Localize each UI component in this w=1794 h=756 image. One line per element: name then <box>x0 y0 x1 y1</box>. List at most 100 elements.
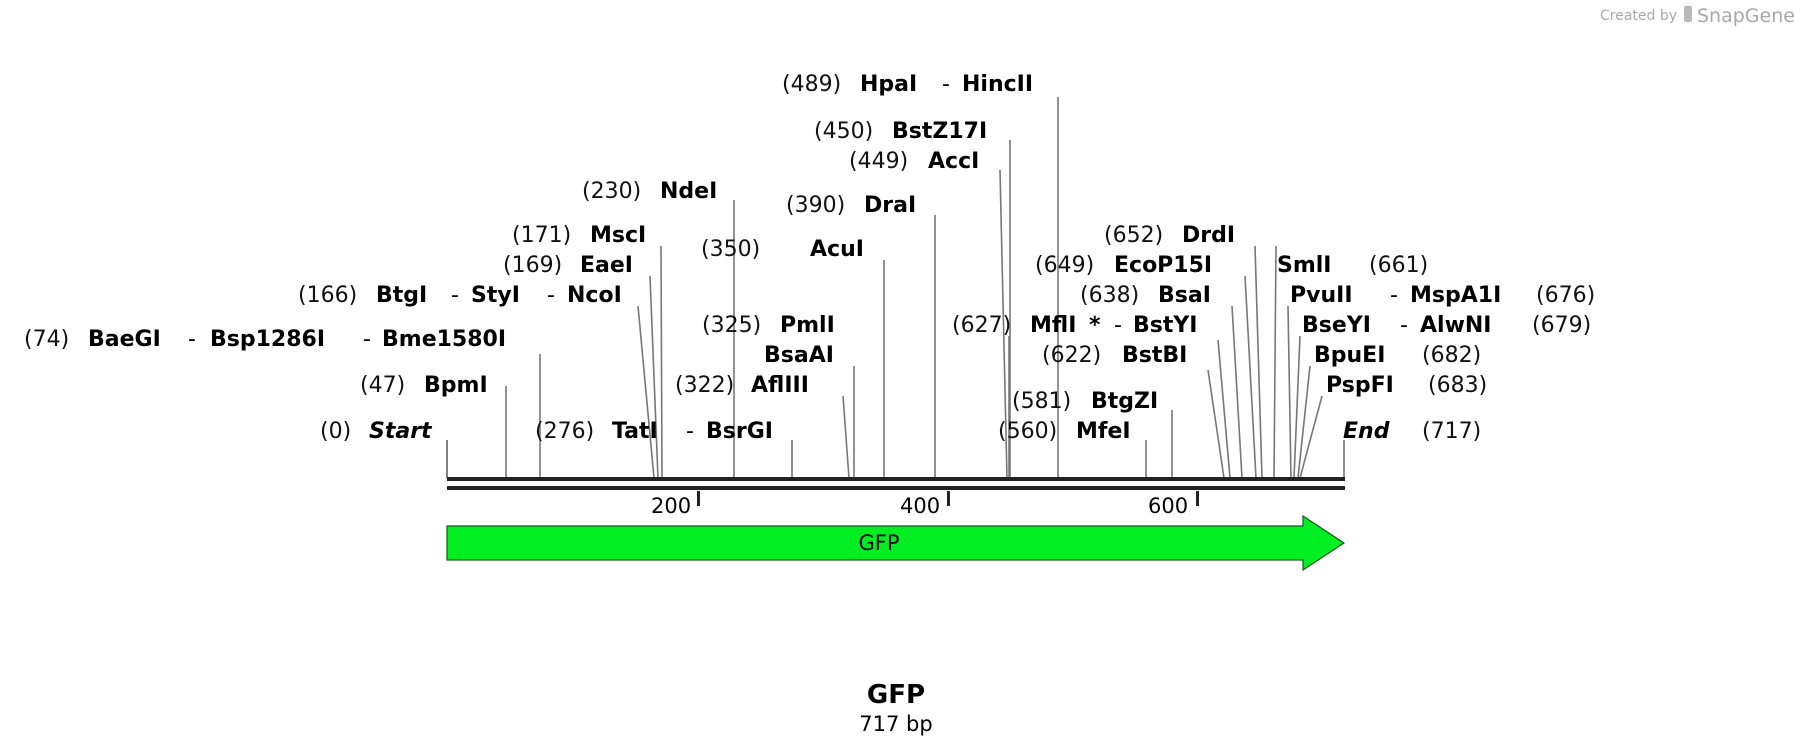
site-separator: - <box>547 283 555 308</box>
site-label[interactable]: PspFI (683) <box>1326 373 1487 398</box>
site-star: * <box>1089 313 1101 338</box>
leader-line <box>999 169 1008 479</box>
site-position: (661) <box>1369 253 1428 278</box>
site-enzyme: BsrGI <box>706 419 773 444</box>
restriction-site-labels: (0) Start (276) TatI - BsrGI (560) MfeI … <box>24 72 1595 444</box>
site-leader-lines <box>446 97 1345 479</box>
site-label[interactable]: BseYI - AlwNI (679) <box>1302 313 1591 338</box>
site-position: (449) <box>849 149 908 174</box>
site-position: (560) <box>998 419 1057 444</box>
site-enzyme: Start <box>369 419 433 444</box>
site-position: (676) <box>1536 283 1595 308</box>
site-label[interactable]: (47) BpmI <box>360 373 488 398</box>
site-label[interactable]: End (717) <box>1343 419 1481 444</box>
site-label[interactable]: (350) AcuI <box>701 237 864 262</box>
site-position: (230) <box>582 179 641 204</box>
site-label[interactable]: (649) EcoP15I <box>1035 253 1212 278</box>
feature-gfp[interactable]: GFP <box>446 514 1346 572</box>
site-position: (276) <box>535 419 594 444</box>
site-label[interactable]: (0) Start <box>320 419 433 444</box>
site-enzyme: BstYI <box>1133 313 1198 338</box>
site-enzyme: BaeGI <box>88 327 161 352</box>
leader-line <box>842 395 850 479</box>
site-label[interactable]: (450) BstZ17I <box>814 119 987 144</box>
site-enzyme: TatI <box>612 419 658 444</box>
site-position: (74) <box>24 327 69 352</box>
site-label[interactable]: (638) BsaI <box>1080 283 1211 308</box>
site-position: (489) <box>782 72 841 97</box>
site-position: (325) <box>702 313 761 338</box>
site-enzyme: AcuI <box>810 237 864 262</box>
site-enzyme: PmlI <box>780 313 835 338</box>
site-label[interactable]: PvuII - MspA1I (676) <box>1290 283 1595 308</box>
ruler-tick <box>697 491 700 506</box>
site-separator: - <box>451 283 459 308</box>
site-separator: - <box>1390 283 1398 308</box>
site-label[interactable]: (652) DrdI <box>1104 223 1235 248</box>
leader-line <box>1244 275 1257 479</box>
feature-arrow[interactable] <box>446 514 1346 572</box>
site-position: (622) <box>1042 343 1101 368</box>
site-position: (627) <box>952 313 1011 338</box>
site-label[interactable]: (489) HpaI - HincII <box>782 72 1033 97</box>
site-position: (47) <box>360 373 405 398</box>
site-enzyme: BtgZI <box>1091 389 1158 414</box>
sequence-title: GFP <box>867 680 925 710</box>
site-label[interactable]: (581) BtgZI <box>1012 389 1158 414</box>
ruler-label: 600 <box>1148 494 1188 518</box>
site-enzyme: DraI <box>864 193 916 218</box>
backbone-bottom-strand <box>447 486 1345 490</box>
site-label[interactable]: (322) AflIII <box>675 373 809 398</box>
ruler-label: 200 <box>651 494 691 518</box>
site-separator: - <box>1400 313 1408 338</box>
leader-line <box>660 245 663 479</box>
site-enzyme: EaeI <box>580 253 633 278</box>
site-enzyme: BpmI <box>424 373 488 398</box>
site-label[interactable]: BpuEI (682) <box>1314 343 1481 368</box>
ruler-tick <box>947 491 950 506</box>
site-separator: - <box>686 419 694 444</box>
site-label[interactable]: (166) BtgI - StyI - NcoI <box>298 283 622 308</box>
sequence-length: 717 bp <box>859 712 932 736</box>
site-label[interactable]: (560) MfeI <box>998 419 1131 444</box>
leader-line <box>1207 369 1225 479</box>
site-position: (350) <box>701 237 760 262</box>
site-enzyme: HincII <box>962 72 1033 97</box>
site-label[interactable]: (276) TatI - BsrGI <box>535 419 773 444</box>
site-position: (717) <box>1422 419 1481 444</box>
site-enzyme: AccI <box>928 149 979 174</box>
site-label[interactable]: (622) BstBI <box>1042 343 1187 368</box>
site-enzyme: MspA1I <box>1410 283 1501 308</box>
site-position: (169) <box>503 253 562 278</box>
site-enzyme: HpaI <box>860 72 917 97</box>
site-label[interactable]: (325) PmlI <box>702 313 835 338</box>
site-label[interactable]: (390) DraI <box>786 193 916 218</box>
site-label[interactable]: (171) MscI <box>512 223 646 248</box>
site-position: (0) <box>320 419 351 444</box>
watermark-brand: SnapGene <box>1697 5 1794 27</box>
site-label[interactable]: BsaAI <box>764 343 834 368</box>
site-position: (450) <box>814 119 873 144</box>
snapgene-watermark[interactable]: Created by SnapGene <box>1600 5 1794 27</box>
leader-line <box>637 305 655 479</box>
leader-line <box>1273 245 1277 479</box>
site-label[interactable]: (627) MflI * - BstYI <box>952 313 1198 338</box>
site-enzyme: MflI <box>1030 313 1076 338</box>
site-position: (638) <box>1080 283 1139 308</box>
watermark-created-by: Created by <box>1600 8 1677 24</box>
leader-line <box>1297 365 1311 479</box>
site-separator: - <box>942 72 950 97</box>
site-label[interactable]: (230) NdeI <box>582 179 717 204</box>
sequence-backbone: 200 400 600 <box>447 477 1345 518</box>
site-position: (166) <box>298 283 357 308</box>
site-enzyme: AflIII <box>751 373 809 398</box>
site-enzyme: BseYI <box>1302 313 1371 338</box>
ruler-tick <box>1196 491 1199 506</box>
site-label[interactable]: (74) BaeGI - Bsp1286I - Bme1580I <box>24 327 506 352</box>
site-label[interactable]: (169) EaeI <box>503 253 633 278</box>
site-label[interactable]: (449) AccI <box>849 149 979 174</box>
site-label[interactable]: SmlI (661) <box>1277 253 1428 278</box>
site-enzyme: BsaAI <box>764 343 834 368</box>
site-enzyme: BstZ17I <box>892 119 987 144</box>
leader-line <box>1254 245 1263 479</box>
